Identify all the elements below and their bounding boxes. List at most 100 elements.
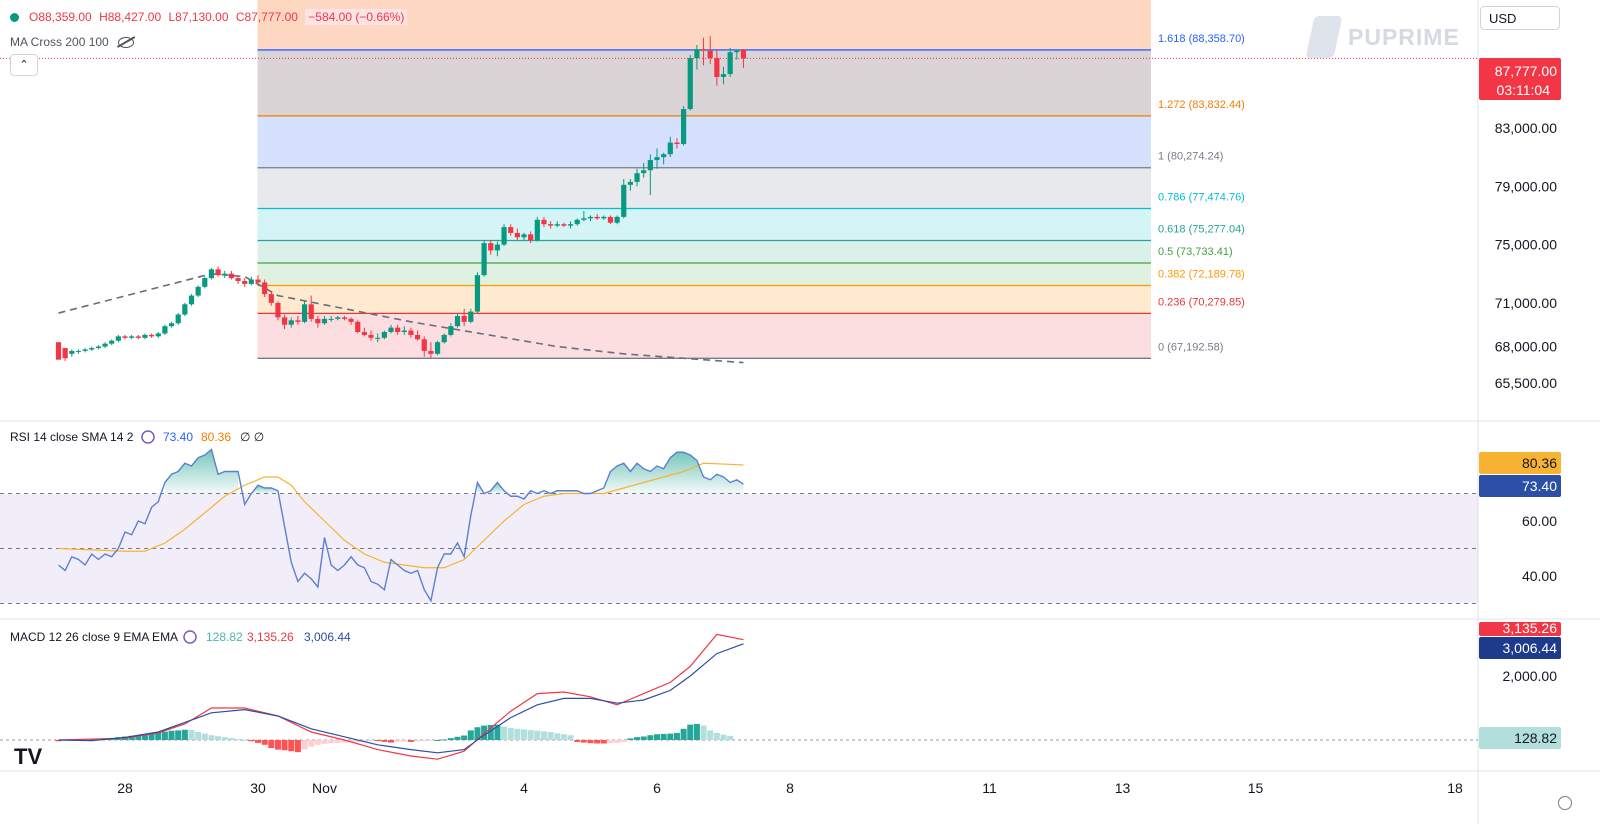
macd-line	[58, 643, 744, 754]
macd-histogram-bar	[534, 730, 541, 740]
brand-name: PUPRIME	[1348, 23, 1460, 50]
candle-body	[501, 227, 507, 245]
macd-histogram-bar	[720, 734, 727, 740]
currency-label: USD	[1489, 11, 1517, 26]
candle-body	[69, 350, 75, 354]
macd-histogram-bar	[314, 740, 321, 745]
candle-body	[581, 218, 587, 220]
candle-body	[707, 50, 713, 59]
candle-body	[182, 304, 188, 315]
candle-body	[474, 275, 481, 312]
candle-body	[408, 330, 414, 335]
macd-histogram-bar	[654, 734, 660, 740]
candle-body	[295, 320, 301, 322]
fib-level-label: 0.786 (77,474.76)	[1158, 192, 1245, 204]
candle-body	[687, 58, 693, 110]
fib-level-label: 0.382 (72,189.78)	[1158, 269, 1245, 281]
macd-histogram-bar	[135, 735, 142, 740]
candle-body	[554, 224, 560, 226]
macd-histogram-bar	[255, 740, 261, 743]
close-value: C87,777.00	[235, 10, 298, 24]
macd-histogram-bar	[667, 733, 674, 740]
rsi-sma-tag	[1479, 452, 1561, 474]
macd-histogram-bar	[474, 727, 481, 740]
rsi-overbought-fill	[164, 449, 239, 494]
fib-zone	[257, 167, 1151, 209]
candle-body	[541, 219, 547, 225]
candle-body	[308, 304, 314, 319]
macd-histogram-bar	[368, 740, 375, 741]
time-tick-label: 13	[1115, 780, 1131, 796]
candle-body	[641, 170, 647, 174]
rsi-source-icon	[141, 430, 155, 444]
macd-histogram-bar	[673, 732, 680, 740]
chevron-up-icon: ⌃	[19, 59, 29, 71]
macd-histogram-bar	[301, 740, 308, 750]
macd-histogram-bar	[175, 730, 182, 740]
candle-body	[109, 340, 115, 344]
candle-body	[415, 334, 421, 340]
currency-selector[interactable]: USD	[1480, 6, 1560, 30]
macd-histogram-bar	[421, 740, 428, 741]
macd-histogram-bar	[620, 740, 627, 742]
candle-body	[262, 282, 268, 295]
macd-histogram-bar	[640, 736, 647, 740]
fib-level-label: 1.618 (88,358.70)	[1158, 33, 1245, 45]
candle-body	[734, 50, 740, 53]
macd-histogram-bar	[208, 735, 215, 740]
candle-body	[508, 227, 514, 233]
macd-histogram-bar	[55, 740, 62, 742]
ma-200-line	[58, 272, 744, 364]
candle-body	[288, 320, 294, 325]
time-tick-label: 28	[117, 780, 133, 796]
hidden-eye-icon[interactable]	[118, 37, 135, 49]
macd-histogram-bar	[680, 728, 687, 740]
time-tick-label: 18	[1447, 780, 1463, 796]
rsi-legend-value: 73.40	[163, 430, 193, 444]
macd-histogram-bar	[235, 739, 242, 741]
candle-body	[494, 244, 500, 251]
candle-body	[135, 336, 141, 338]
candle-body	[454, 315, 461, 327]
macd-histogram-bar	[201, 733, 208, 740]
candle-body	[614, 216, 620, 223]
macd-tag-value: 3,006.44	[1503, 640, 1558, 656]
macd-histogram-bar	[521, 729, 527, 740]
rsi-overbought-fill	[251, 485, 278, 494]
macd-histogram-bar	[467, 730, 474, 740]
ma-indicator-legend[interactable]: MA Cross 200 100	[10, 35, 135, 49]
ohlc-legend: O88,359.00 H88,427.00 L87,130.00 C87,777…	[10, 9, 411, 25]
macd-histogram-bar	[560, 734, 567, 740]
candle-body	[548, 224, 554, 226]
macd-histogram-bar	[434, 740, 441, 741]
macd-histogram-bar	[587, 740, 594, 744]
macd-histogram-bar	[600, 740, 607, 744]
candle-body	[681, 109, 687, 145]
candle-body	[62, 348, 68, 359]
rsi-legend-extra: ∅ ∅	[240, 430, 264, 444]
time-tick-label: 30	[250, 780, 266, 796]
macd-hist-tag-value: 128.82	[1514, 730, 1557, 746]
rsi-tag	[1479, 475, 1561, 497]
fib-level-label: 0 (67,192.58)	[1158, 341, 1223, 353]
fib-zone	[257, 313, 1151, 359]
macd-histogram-bar	[155, 732, 162, 740]
candle-body	[275, 302, 281, 318]
macd-histogram-bar	[527, 730, 534, 740]
candle-body	[95, 346, 101, 349]
price-tick-label: 79,000.00	[1495, 178, 1557, 194]
macd-histogram-bar	[294, 740, 301, 753]
macd-histogram-bar	[574, 740, 581, 742]
collapse-legend-button[interactable]: ⌃	[10, 54, 38, 76]
candle-body	[714, 58, 720, 77]
tradingview-logo-icon[interactable]: TV	[14, 744, 43, 769]
settings-gear-icon[interactable]	[1558, 796, 1572, 810]
macd-signal-line	[58, 633, 744, 760]
macd-histogram-bar	[394, 740, 401, 742]
candle-body	[162, 326, 168, 334]
candle-body	[667, 142, 673, 155]
candle-body	[335, 317, 341, 319]
candle-body	[82, 349, 88, 351]
candle-body	[268, 294, 274, 303]
